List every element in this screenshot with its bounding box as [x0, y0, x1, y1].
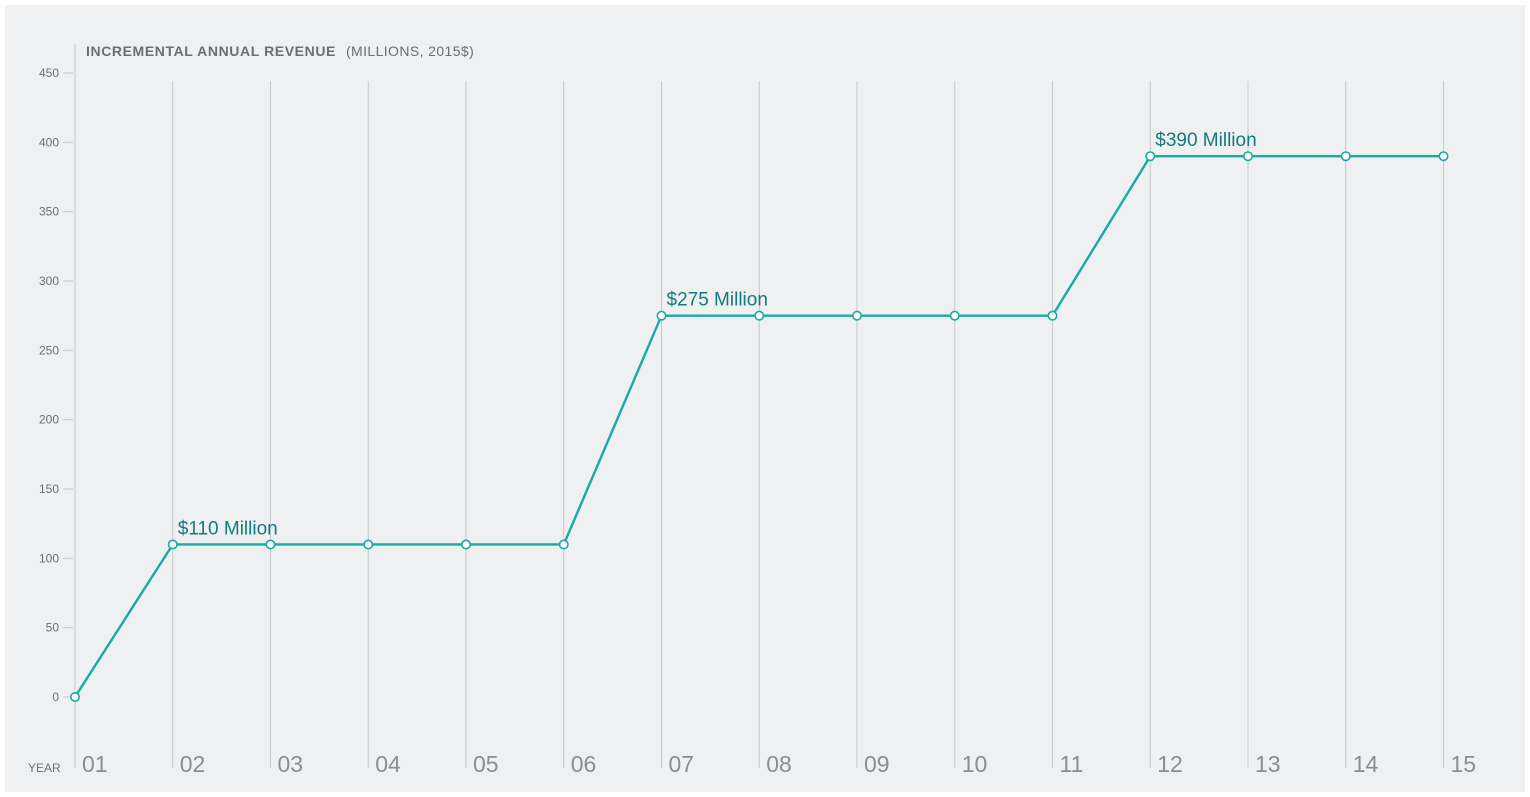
x-tick-label-05: 05 — [473, 751, 499, 777]
x-tick-label-01: 01 — [82, 751, 108, 777]
data-point-12 — [1145, 151, 1156, 162]
data-point-07 — [656, 310, 667, 321]
data-point-03 — [265, 539, 276, 550]
x-tick-label-13: 13 — [1255, 751, 1281, 777]
annotation-label-02: $110 Million — [178, 518, 278, 539]
data-point-06 — [558, 539, 569, 550]
data-point-09 — [851, 310, 862, 321]
x-tick-label-08: 08 — [766, 751, 792, 777]
x-tick-label-09: 09 — [864, 751, 890, 777]
chart-title-units: (MILLIONS, 2015$) — [346, 43, 474, 59]
annotations: $110 Million $275 Million $390 Million — [178, 130, 1257, 539]
x-tick-label-11: 11 — [1060, 751, 1084, 777]
x-tick-label-15: 15 — [1451, 751, 1477, 777]
x-tick-label-02: 02 — [180, 751, 206, 777]
y-tick-label-150: 150 — [39, 482, 59, 496]
data-point-15 — [1438, 151, 1449, 162]
y-tick-label-350: 350 — [39, 205, 59, 219]
y-tick-label-250: 250 — [39, 343, 59, 357]
x-tick-label-14: 14 — [1353, 751, 1379, 777]
y-tick-label-300: 300 — [39, 274, 59, 288]
data-point-05 — [460, 539, 471, 550]
y-axis-ticks: 0 50 100 150 200 250 300 350 400 450 — [39, 66, 73, 704]
y-tick-label-400: 400 — [39, 135, 59, 149]
data-point-04 — [363, 539, 374, 550]
x-tick-label-06: 06 — [571, 751, 597, 777]
annotation-label-12: $390 Million — [1155, 130, 1256, 151]
y-tick-label-450: 450 — [39, 66, 59, 80]
data-point-14 — [1340, 151, 1351, 162]
x-tick-label-12: 12 — [1157, 751, 1183, 777]
revenue-markers — [70, 151, 1449, 702]
x-tick-label-07: 07 — [669, 751, 695, 777]
data-point-02 — [167, 539, 178, 550]
chart-background — [5, 5, 1525, 792]
data-point-13 — [1243, 151, 1254, 162]
data-point-01 — [70, 691, 81, 702]
annotation-label-07: $275 Million — [667, 290, 768, 311]
data-point-10 — [949, 310, 960, 321]
x-axis-label: YEAR — [28, 761, 61, 775]
grid-lines — [74, 44, 1444, 768]
chart-title-main: INCREMENTAL ANNUAL REVENUE — [86, 43, 336, 59]
x-tick-label-10: 10 — [962, 751, 988, 777]
y-tick-label-50: 50 — [46, 621, 60, 635]
chart-title: INCREMENTAL ANNUAL REVENUE (MILLIONS, 20… — [86, 43, 474, 60]
x-tick-label-04: 04 — [375, 751, 401, 777]
y-tick-label-100: 100 — [39, 551, 59, 565]
x-axis-ticks: 01 02 03 04 05 06 07 08 09 10 11 12 13 14 15 — [82, 751, 1476, 777]
y-tick-label-0: 0 — [52, 690, 59, 704]
y-tick-label-200: 200 — [39, 413, 59, 427]
data-point-08 — [754, 310, 765, 321]
data-point-11 — [1047, 310, 1058, 321]
x-tick-label-03: 03 — [278, 751, 304, 777]
